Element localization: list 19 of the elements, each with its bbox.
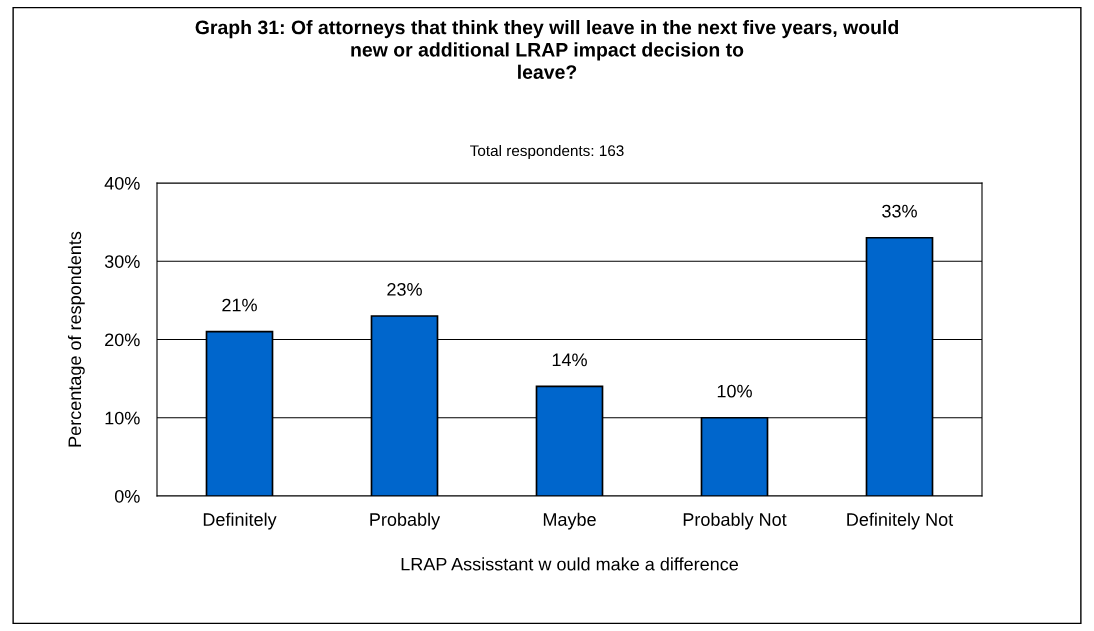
x-tick-label: Definitely Not	[847, 512, 954, 530]
y-tick-label: 30%	[104, 255, 140, 268]
x-axis-title: LRAP Assisstant w ould make a difference	[401, 557, 738, 571]
y-tick-label: 0%	[114, 489, 140, 503]
x-tick-label: Maybe	[543, 512, 596, 530]
x-tick-label: Definitely	[203, 512, 277, 530]
chart-subtitle: Total respondents: 163	[470, 144, 624, 160]
y-tick-label: 20%	[105, 333, 140, 347]
data-label: 23%	[387, 283, 422, 296]
data-label: 21%	[222, 298, 257, 312]
data-label: 14%	[552, 353, 587, 367]
x-tick-label: Probably	[370, 512, 441, 530]
x-tick-label: Probably Not	[683, 512, 787, 530]
chart-title: Graph 31: Of attorneys that think they will leave in the next five years, would new or additional LRAP impact decision to leave?	[195, 20, 898, 79]
data-label: 10%	[717, 384, 752, 398]
y-tick-label: 10%	[105, 411, 140, 425]
data-label: 33%	[882, 204, 917, 218]
y-tick-label: 40%	[104, 176, 140, 190]
y-axis-title: Percentage of respondents	[67, 231, 85, 447]
